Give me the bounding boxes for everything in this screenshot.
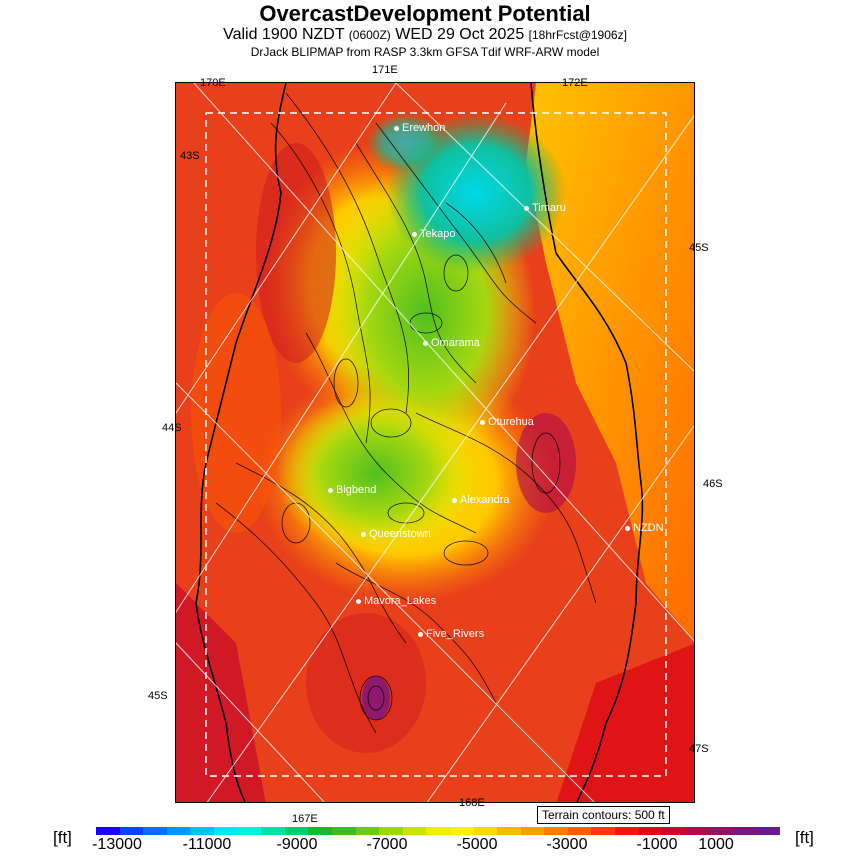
chart-title: OvercastDevelopment Potential [259,1,591,26]
color-scale-bar [96,827,781,835]
valid-date: WED 29 Oct 2025 [395,26,525,43]
lat-label-44s: 44S [162,422,182,434]
location-marker[interactable]: Oturehua [480,416,534,428]
location-marker[interactable]: NZDN [625,522,664,534]
color-scale-swatch [520,827,545,835]
location-marker[interactable]: Omarama [423,337,480,349]
color-scale-swatch [567,827,592,835]
color-scale-swatch [638,827,663,835]
scale-tick: -13000 [92,836,142,853]
location-marker[interactable]: Timaru [524,202,566,214]
color-scale-swatch [119,827,144,835]
color-scale-swatch [685,827,710,835]
color-scale-swatch [237,827,262,835]
lon-label-171e: 171E [372,64,398,76]
scale-tick: 1000 [698,836,734,853]
color-scale-swatch [96,827,120,835]
location-marker[interactable]: Five_Rivers [418,628,484,640]
map-canvas [176,83,694,802]
lon-label-172e: 172E [562,77,588,89]
scale-tick: -5000 [456,836,498,853]
color-scale-swatch [355,827,380,835]
terrain-contour-note: Terrain contours: 500 ft [537,806,670,824]
lat-label-45s-west: 45S [148,690,168,702]
lon-label-170e: 170E [200,77,226,89]
lon-label-167e: 167E [292,813,318,825]
lon-label-168e: 168E [459,797,485,809]
color-scale-swatch [166,827,191,835]
color-scale-swatch [190,827,214,835]
color-scale-swatch [426,827,450,835]
location-marker[interactable]: Alexandra [452,494,510,506]
scale-tick: -7000 [366,836,408,853]
forecast-map[interactable]: Erewhon Timaru Tekapo Omarama Oturehua A… [175,82,695,803]
color-scale-swatch [143,827,167,835]
scale-tick: -9000 [276,836,318,853]
location-marker[interactable]: Bigbend [328,484,376,496]
color-scale-swatch [402,827,427,835]
unit-left: [ft] [53,828,72,847]
color-scale-swatch [709,827,734,835]
color-scale-swatch [284,827,309,835]
location-marker[interactable]: Queenstown [361,528,431,540]
color-scale-swatch [308,827,332,835]
lat-label-47s: 47S [689,743,709,755]
east-coastline [530,83,644,802]
model-description: DrJack BLIPMAP from RASP 3.3km GFSA Tdif… [250,45,600,59]
valid-time-line: Valid 1900 NZDT (0600Z) WED 29 Oct 2025 … [0,26,850,44]
scale-tick: -3000 [546,836,588,853]
color-scale-swatch [662,827,686,835]
color-scale-swatch [756,827,781,835]
location-marker[interactable]: Mavora_Lakes [356,595,436,607]
scale-tick: -11000 [182,836,232,853]
color-scale-swatch [473,827,498,835]
color-scale-swatch [615,827,639,835]
lat-label-43s: 43S [180,150,200,162]
scale-tick: -1000 [636,836,678,853]
lat-label-45s-east: 45S [689,242,709,254]
location-marker[interactable]: Tekapo [412,228,455,240]
color-scale-swatch [213,827,238,835]
color-scale-swatch [591,827,616,835]
color-scale-swatch [331,827,356,835]
color-scale-swatch [379,827,403,835]
location-marker[interactable]: Erewhon [394,122,445,134]
color-scale-swatch [261,827,285,835]
color-scale-swatch [497,827,521,835]
color-scale-swatch [544,827,568,835]
color-scale-swatch [449,827,474,835]
valid-time: Valid 1900 NZDT [223,26,345,43]
lat-label-46s: 46S [703,478,723,490]
unit-right: [ft] [795,828,814,847]
color-scale-swatch [733,827,757,835]
forecast-info: [18hrFcst@1906z] [528,28,627,42]
utc-time: (0600Z) [348,28,391,42]
